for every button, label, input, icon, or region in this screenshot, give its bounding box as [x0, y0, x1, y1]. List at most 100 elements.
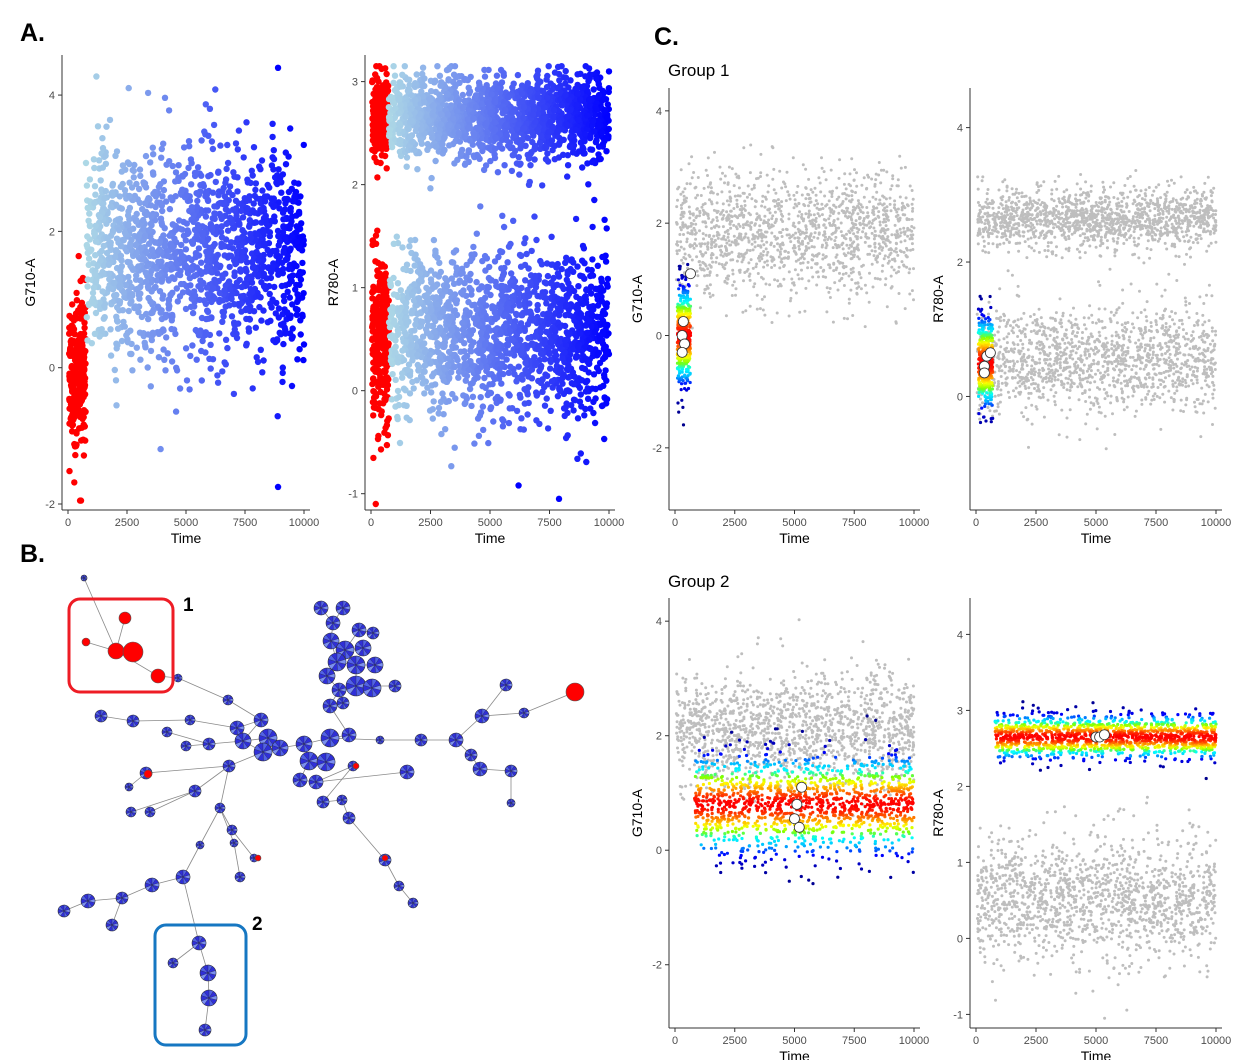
data-point: [559, 355, 566, 362]
data-point: [188, 204, 196, 211]
data-point: [128, 236, 135, 244]
data-point: [465, 366, 472, 374]
data-point: [384, 382, 392, 389]
data-point: [92, 252, 99, 259]
data-point: [477, 364, 484, 371]
data-point: [119, 307, 127, 314]
data-point: [93, 73, 100, 80]
data-point: [473, 278, 480, 286]
data-point: [245, 325, 252, 332]
data-point: [166, 205, 174, 213]
data-point: [161, 356, 168, 363]
data-point: [376, 137, 383, 144]
data-point: [419, 374, 426, 382]
data-point: [169, 221, 176, 228]
data-point: [546, 350, 553, 357]
data-point: [210, 285, 217, 292]
data-point: [103, 123, 110, 130]
data-point: [139, 205, 146, 213]
data-point: [262, 212, 269, 220]
data-point: [436, 259, 443, 267]
data-point: [99, 288, 106, 295]
data-point: [250, 200, 257, 207]
data-point: [548, 280, 555, 287]
data-point: [284, 288, 291, 295]
data-point: [212, 178, 219, 186]
data-point: [223, 165, 230, 173]
data-point: [445, 397, 452, 405]
data-point: [288, 335, 295, 342]
data-point: [516, 391, 523, 399]
data-point: [427, 267, 435, 274]
data-point: [106, 116, 114, 124]
data-point: [126, 243, 133, 250]
data-point: [252, 186, 259, 194]
data-point: [99, 164, 107, 171]
data-point: [166, 232, 173, 239]
data-point: [475, 432, 483, 439]
data-point: [565, 331, 572, 338]
data-point: [122, 282, 129, 289]
data-point: [597, 384, 604, 391]
data-point: [81, 319, 88, 326]
data-point: [237, 207, 245, 215]
data-point: [505, 243, 513, 250]
data-point: [168, 358, 176, 365]
data-point: [251, 209, 258, 216]
data-point: [150, 171, 157, 178]
data-point: [380, 143, 387, 150]
data-point: [468, 342, 475, 350]
data-point: [586, 102, 593, 109]
data-point: [402, 331, 409, 338]
y-axis-title: R780-A: [325, 258, 341, 306]
data-point: [394, 413, 401, 421]
data-point: [86, 248, 94, 255]
data-point: [147, 347, 155, 355]
data-point: [192, 254, 199, 261]
data-point: [419, 341, 427, 348]
data-point: [581, 138, 588, 145]
data-point: [102, 187, 110, 195]
data-point: [534, 301, 541, 309]
data-point: [487, 109, 494, 116]
data-point: [80, 308, 87, 315]
data-point: [198, 347, 205, 355]
data-point: [135, 185, 143, 193]
data-point: [174, 298, 181, 305]
data-point: [75, 252, 82, 260]
data-point: [598, 298, 606, 305]
y-tick-label: 1: [352, 283, 358, 295]
data-point: [406, 133, 413, 140]
data-point: [202, 300, 210, 308]
data-point: [501, 323, 508, 330]
data-point: [238, 257, 245, 264]
data-point: [528, 247, 535, 255]
data-point: [259, 187, 266, 194]
data-point: [163, 252, 171, 260]
data-point: [282, 161, 290, 168]
data-point: [81, 324, 88, 331]
data-point: [512, 310, 520, 318]
data-point: [412, 80, 419, 87]
data-point: [435, 349, 442, 356]
data-point: [79, 370, 86, 378]
data-point: [252, 219, 260, 226]
data-point: [136, 166, 144, 173]
data-point: [91, 199, 98, 207]
data-point: [374, 227, 381, 234]
data-point: [370, 100, 377, 108]
data-point: [128, 291, 135, 298]
data-point: [534, 390, 541, 398]
data-point: [230, 225, 238, 232]
data-point: [276, 205, 283, 212]
data-point: [468, 402, 475, 410]
outlier-point: [274, 64, 282, 72]
data-point: [300, 356, 307, 364]
data-point: [179, 254, 186, 261]
data-point: [76, 379, 84, 387]
data-point: [500, 296, 507, 303]
data-point: [126, 179, 133, 186]
data-point: [418, 318, 425, 325]
data-point: [588, 158, 596, 166]
data-point: [162, 367, 169, 374]
